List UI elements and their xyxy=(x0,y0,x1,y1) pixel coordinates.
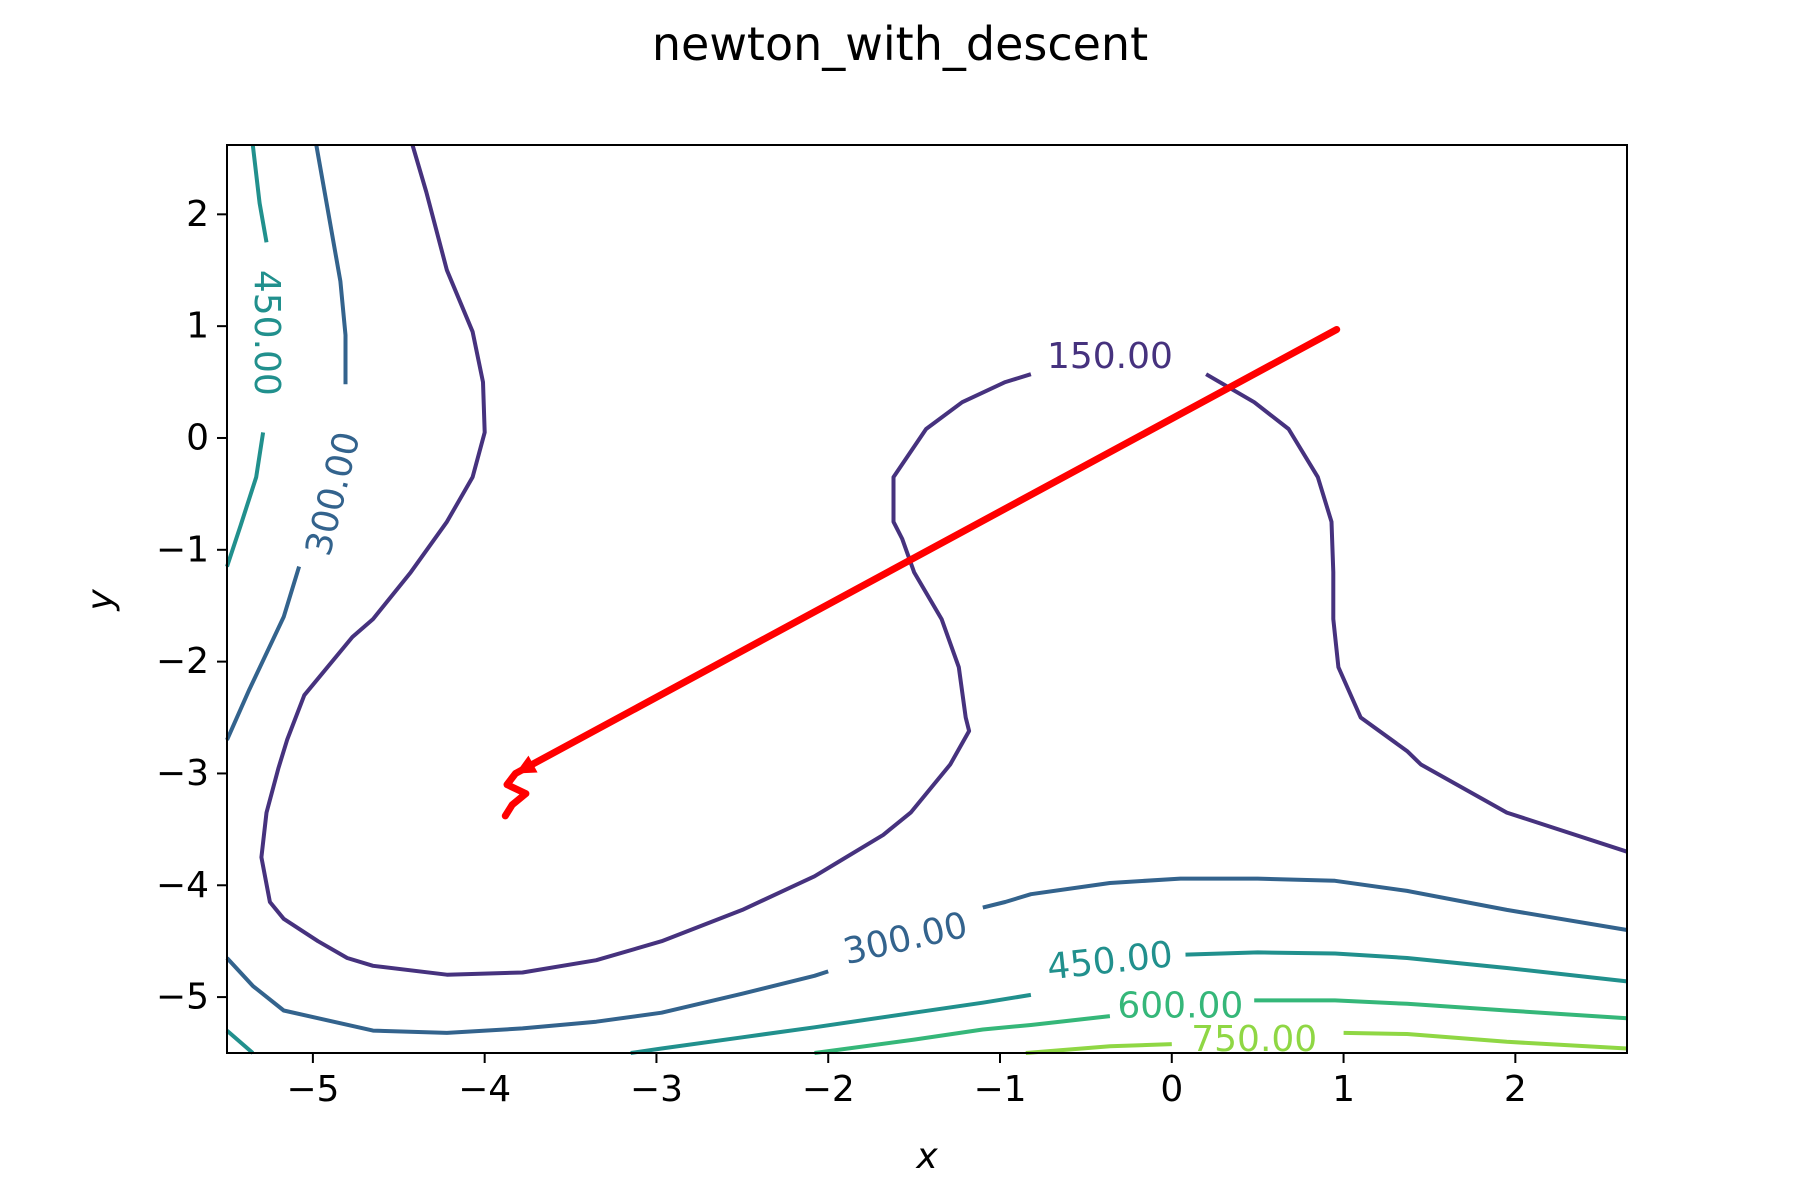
contour-line-300-seg-3 xyxy=(982,876,1628,932)
y-tick-label-2: −3 xyxy=(156,753,209,794)
y-tick-label-0: −5 xyxy=(156,977,209,1018)
x-tick-label-0: −5 xyxy=(286,1069,339,1110)
x-tick-label-5: 0 xyxy=(1160,1069,1183,1110)
contour-line-300-seg-2 xyxy=(225,956,829,1035)
y-tick-label-1: −4 xyxy=(156,865,209,906)
y-tick-label-6: 1 xyxy=(186,306,209,347)
x-axis-label: x xyxy=(915,1136,938,1177)
y-tick-label-5: 0 xyxy=(186,417,209,458)
y-tick-label-3: −2 xyxy=(156,641,209,682)
y-tick-label-7: 2 xyxy=(186,194,209,235)
contour-line-600-seg-1 xyxy=(1254,998,1628,1021)
contour-line-450-seg-1 xyxy=(225,432,266,568)
chart-title: newton_with_descent xyxy=(652,17,1148,71)
optimizer-arrowhead-0 xyxy=(515,755,538,774)
contour-line-450-seg-0 xyxy=(250,144,269,243)
x-tick-label-2: −3 xyxy=(630,1069,683,1110)
y-axis-label: y xyxy=(80,589,121,612)
x-tick-label-1: −4 xyxy=(458,1069,511,1110)
contour-label-450-1: 450.00 xyxy=(1045,934,1175,988)
x-tick-label-7: 2 xyxy=(1504,1069,1527,1110)
contour-line-300-seg-0 xyxy=(314,144,348,385)
contour-line-750-seg-1 xyxy=(1343,1030,1628,1051)
contour-line-450-seg-4 xyxy=(1185,950,1628,984)
contour-line-600-seg-0 xyxy=(814,1014,1111,1055)
contour-label-150-0: 150.00 xyxy=(1047,336,1173,377)
x-axis: −5 −4 −3 −2 −1 0 1 2 xyxy=(286,1053,1527,1110)
y-tick-label-4: −1 xyxy=(156,529,209,570)
x-tick-label-3: −2 xyxy=(802,1069,855,1110)
contour-line-450-seg-3 xyxy=(630,992,1032,1055)
y-axis: −5 −4 −3 −2 −1 0 1 2 xyxy=(156,194,227,1018)
x-tick-label-4: −1 xyxy=(973,1069,1026,1110)
contour-label-450-0: 450.00 xyxy=(246,270,287,396)
plot-frame xyxy=(226,144,1628,1054)
x-tick-label-6: 1 xyxy=(1332,1069,1355,1110)
contour-label-600-0: 600.00 xyxy=(1117,986,1243,1027)
contour-line-750-seg-0 xyxy=(1025,1042,1172,1055)
contour-line-450-seg-2 xyxy=(225,1029,255,1055)
optimizer-path-0 xyxy=(501,326,1341,820)
contour-label-300-0: 300.00 xyxy=(298,428,368,560)
contour-line-150-seg-1 xyxy=(1205,372,1628,854)
plot-area: 150.00300.00300.00450.00450.00600.00750.… xyxy=(225,144,1628,1060)
contour-label-300-1: 300.00 xyxy=(840,905,972,973)
contour-line-300-seg-1 xyxy=(225,566,302,741)
contour-line-150-seg-0 xyxy=(259,144,1032,977)
